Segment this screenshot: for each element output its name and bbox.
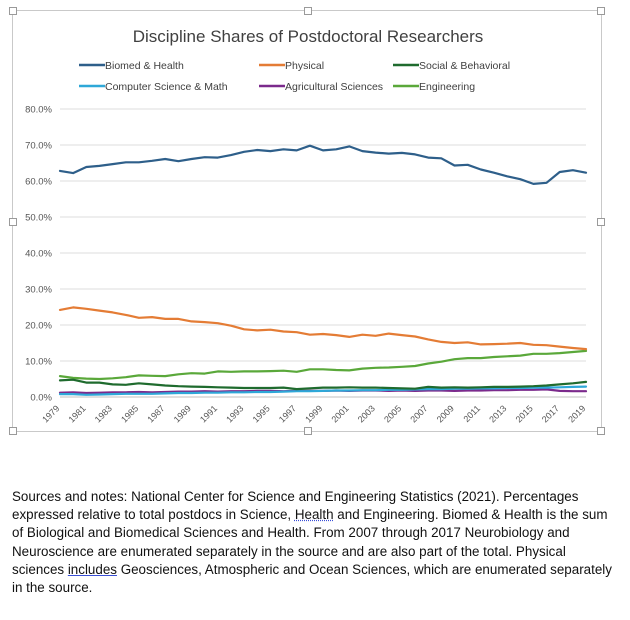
x-tick-label: 1979 (40, 403, 61, 424)
x-tick-label: 2007 (408, 403, 429, 424)
chart-frame[interactable]: Discipline Shares of Postdoctoral Resear… (9, 7, 605, 435)
x-tick-label: 2015 (514, 403, 535, 424)
notes-word-includes: includes (67, 561, 117, 577)
y-tick-label: 50.0% (25, 213, 52, 224)
x-tick-label: 2013 (487, 403, 508, 424)
y-tick-label: 20.0% (25, 321, 52, 332)
y-tick-label: 80.0% (25, 105, 52, 116)
source-notes: Sources and notes: National Center for S… (12, 488, 612, 597)
notes-word-health: Health (294, 507, 334, 523)
y-tick-label: 10.0% (25, 357, 52, 368)
series-line (58, 349, 588, 381)
notes-text-part-1: Sources and notes: National Center for S… (12, 489, 579, 523)
x-tick-label: 1981 (66, 403, 87, 424)
resize-handle-top-right[interactable] (597, 7, 605, 15)
legend-label: Computer Science & Math (105, 81, 228, 93)
x-tick-label: 1987 (145, 403, 166, 424)
legend-label: Agricultural Sciences (285, 81, 383, 93)
x-tick-label: 2011 (461, 403, 482, 424)
x-tick-label: 2005 (382, 403, 403, 424)
x-tick-label: 1999 (303, 403, 324, 424)
resize-handle-bottom-left[interactable] (9, 427, 17, 435)
legend-label: Physical (285, 60, 324, 72)
notes-text-part-3: Geosciences, Atmospheric and Ocean Scien… (12, 561, 612, 596)
line-chart: Discipline Shares of Postdoctoral Resear… (25, 27, 588, 425)
x-tick-label: 1983 (93, 403, 114, 424)
notes-text-part-2: and Engineering. Biomed & Health is the … (12, 507, 608, 577)
legend-label: Engineering (419, 81, 475, 93)
y-tick-label: 0.0% (30, 393, 52, 404)
y-tick-label: 60.0% (25, 177, 52, 188)
legend-label: Social & Behavioral (419, 60, 510, 72)
y-tick-label: 40.0% (25, 249, 52, 260)
resize-handle-middle-right[interactable] (597, 218, 605, 226)
resize-handle-middle-left[interactable] (9, 218, 17, 226)
x-tick-label: 2017 (540, 403, 561, 424)
x-tick-label: 1989 (172, 403, 193, 424)
resize-handle-bottom-right[interactable] (597, 427, 605, 435)
resize-handle-bottom-center[interactable] (304, 427, 312, 435)
y-tick-label: 70.0% (25, 141, 52, 152)
x-tick-label: 2003 (356, 403, 377, 424)
y-tick-label: 30.0% (25, 285, 52, 296)
x-tick-label: 1997 (277, 403, 298, 424)
series-line (58, 378, 588, 391)
series-line (58, 385, 588, 396)
x-tick-label: 2009 (435, 403, 456, 424)
series-line (58, 144, 588, 185)
x-tick-label: 1985 (119, 403, 140, 424)
x-tick-label: 1993 (224, 403, 245, 424)
x-tick-label: 1995 (251, 403, 272, 424)
legend-label: Biomed & Health (105, 60, 184, 72)
series-line (58, 306, 588, 351)
x-tick-label: 1991 (198, 403, 219, 424)
x-tick-label: 2019 (566, 403, 587, 424)
resize-handle-top-center[interactable] (304, 7, 312, 15)
chart-title: Discipline Shares of Postdoctoral Resear… (133, 27, 484, 46)
resize-handle-top-left[interactable] (9, 7, 17, 15)
x-tick-label: 2001 (329, 403, 350, 424)
